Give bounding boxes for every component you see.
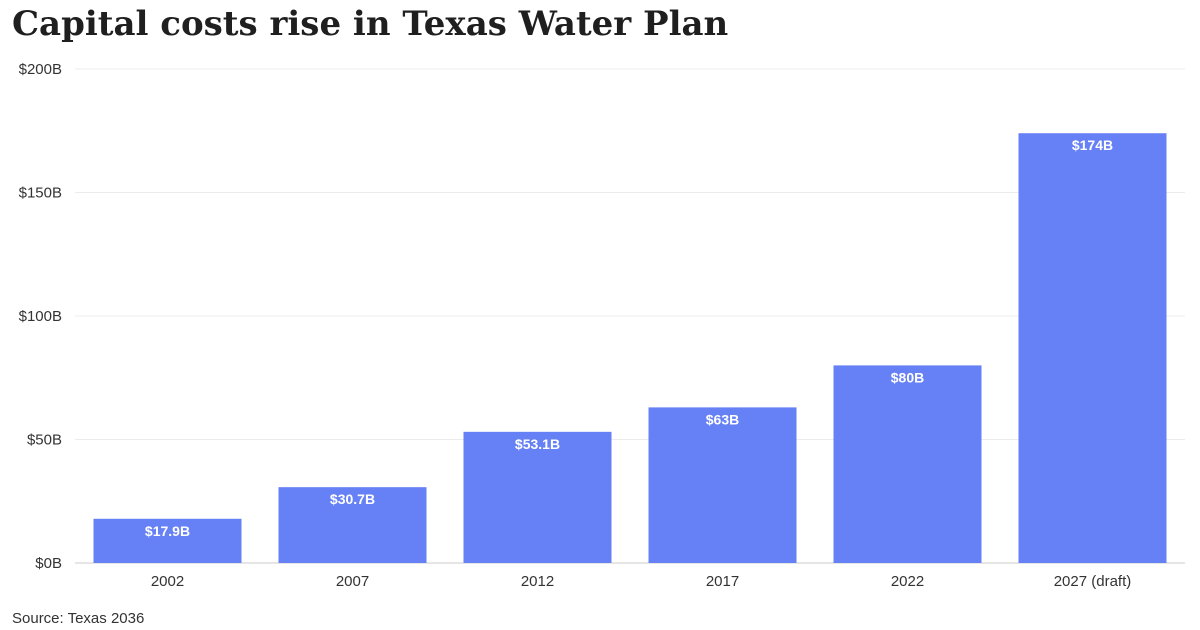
x-axis: 2002 2007 2012 2017 2022 2027 (draft) — [151, 573, 1131, 590]
gridlines — [75, 68, 1185, 564]
bar — [648, 407, 797, 563]
bar-value-label: $63B — [706, 411, 739, 427]
x-tick-label: 2012 — [521, 573, 554, 590]
x-tick-label: 2002 — [151, 573, 184, 590]
bar — [93, 518, 242, 563]
x-tick-label: 2007 — [336, 573, 369, 590]
bar — [463, 431, 612, 563]
y-axis: $0B $50B $100B $150B $200B — [19, 61, 62, 572]
bar — [278, 487, 427, 563]
bar-value-label: $174B — [1072, 137, 1113, 153]
y-tick-label: $100B — [19, 308, 62, 325]
y-tick-label: $200B — [19, 61, 62, 78]
chart-title: Capital costs rise in Texas Water Plan — [12, 4, 729, 44]
x-tick-label: 2027 (draft) — [1054, 573, 1132, 590]
bar-value-label: $17.9B — [145, 523, 190, 539]
y-tick-label: $150B — [19, 185, 62, 202]
bar — [1018, 133, 1167, 563]
x-tick-label: 2022 — [891, 573, 924, 590]
bar-value-label: $80B — [891, 369, 924, 385]
y-tick-label: $0B — [35, 555, 62, 572]
bar-chart: $0B $50B $100B $150B $200B $17.9B $30.7B $53.1… — [19, 61, 1185, 590]
y-tick-label: $50B — [27, 432, 62, 449]
chart-area: $0B $50B $100B $150B $200B $17.9B $30.7B $53.1… — [19, 61, 1185, 590]
bar-value-label: $30.7B — [330, 491, 375, 507]
source-note: Source: Texas 2036 — [12, 610, 145, 627]
bar-value-label: $53.1B — [515, 436, 560, 452]
bar — [833, 365, 982, 563]
bars — [93, 133, 1167, 563]
bar-labels: $17.9B $30.7B $53.1B $63B $80B $174B — [145, 137, 1113, 539]
x-tick-label: 2017 — [706, 573, 739, 590]
